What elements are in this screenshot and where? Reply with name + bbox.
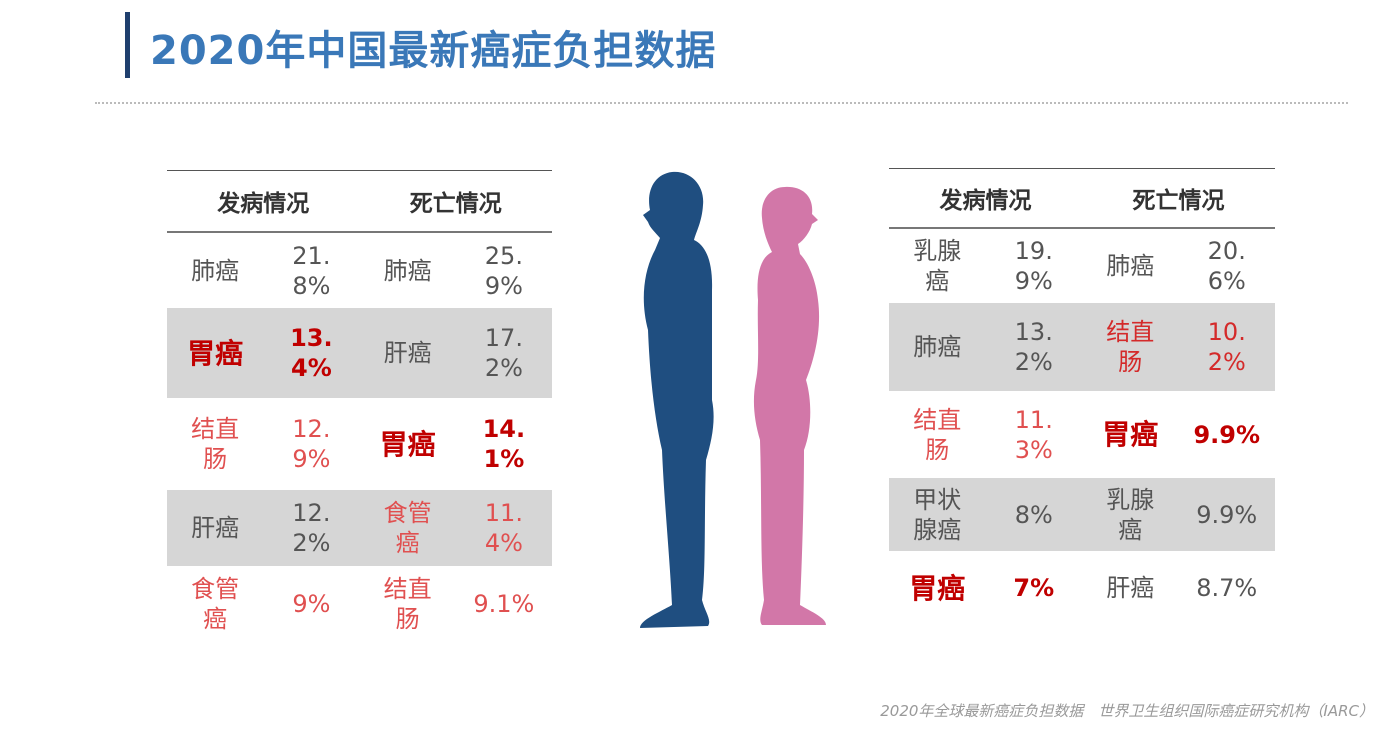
table-row: 肺癌 21.8% 肺癌 25.9% [167, 233, 552, 308]
table-cell: 乳腺癌 [1106, 485, 1155, 544]
table-body: 肺癌 21.8% 肺癌 25.9% 胃癌 13.4% 肝癌 17.2% 结直肠 12.9% 胃癌 14… [167, 233, 552, 641]
cancer-table: 发病情况 死亡情况肺癌 21.8% 肺癌 25.9% 胃癌 13.4% 肝癌 17.2% 结直肠 1… [167, 170, 552, 641]
table-row: 结直肠 11.3% 胃癌 9.9% [889, 391, 1275, 478]
column-header: 死亡情况 [1132, 188, 1225, 214]
table-cell: 食管癌 [191, 574, 240, 633]
table-cell: 12.9% [292, 415, 331, 473]
table-cell: 12.2% [292, 499, 331, 557]
table-cell: 肝癌 [191, 514, 240, 542]
table-row: 胃癌 7% 肝癌 8.7% [889, 551, 1275, 625]
table-cell: 肺癌 [383, 256, 432, 285]
male-silhouette [640, 171, 714, 628]
table-cell: 结直肠 [1106, 318, 1155, 376]
table-cell: 19.9% [1014, 237, 1053, 295]
table-cell: 11.4% [484, 499, 523, 557]
header-row: 发病情况 死亡情况 [167, 171, 552, 233]
table-cell: 乳腺癌 [913, 237, 962, 295]
table-cell: 9% [292, 589, 331, 618]
table-cell: 食管癌 [383, 499, 432, 557]
table-cell: 8% [1014, 500, 1053, 529]
table-cell: 肝癌 [383, 339, 432, 367]
table-cell: 胃癌 [1102, 418, 1159, 451]
table-row: 食管癌 9% 结直肠 9.1% [167, 566, 552, 641]
table-cell: 25.9% [484, 241, 523, 300]
table-cell: 21.8% [292, 241, 331, 300]
table-cell: 14.1% [482, 415, 526, 473]
table-row: 肺癌 13.2% 结直肠 10.2% [889, 303, 1275, 391]
table-cell: 甲状腺癌 [913, 485, 962, 544]
table-cell: 13.4% [290, 324, 333, 382]
table-cell: 结直肠 [191, 415, 240, 473]
table-cell: 胃癌 [379, 427, 436, 461]
column-header: 发病情况 [217, 191, 310, 217]
table-cell: 肺癌 [913, 333, 962, 361]
table-row: 甲状腺癌 8% 乳腺癌 9.9% [889, 478, 1275, 551]
table-body: 乳腺癌 19.9% 肺癌 20.6% 肺癌 13.2% 结直肠 10.2% 结直肠 11.3% 胃癌… [889, 229, 1275, 625]
table-cell: 9.9% [1196, 500, 1258, 529]
table-cell: 8.7% [1196, 574, 1258, 602]
table-cell: 9.1% [473, 589, 535, 618]
table-row: 胃癌 13.4% 肝癌 17.2% [167, 308, 552, 398]
table-cell: 肝癌 [1106, 574, 1155, 602]
table-cell: 胃癌 [187, 336, 244, 370]
divider [95, 102, 1348, 104]
table-cell: 17.2% [484, 324, 523, 382]
table-cell: 11.3% [1014, 405, 1053, 464]
title: 2020年中国最新癌症负担数据 [150, 28, 717, 74]
table-row: 肝癌 12.2% 食管癌 11.4% [167, 490, 552, 566]
female-silhouette [753, 186, 826, 626]
column-header: 死亡情况 [409, 191, 502, 217]
table-cell: 13.2% [1014, 318, 1053, 376]
table-cell: 肺癌 [191, 256, 240, 285]
table-cell: 肺癌 [1106, 252, 1155, 280]
table-cell: 7% [1013, 574, 1055, 602]
table-cell: 10.2% [1207, 318, 1246, 376]
cancer-table: 发病情况 死亡情况乳腺癌 19.9% 肺癌 20.6% 肺癌 13.2% 结直肠 10.2% 结直… [889, 168, 1275, 625]
column-header: 发病情况 [939, 188, 1032, 214]
table-cell: 9.9% [1193, 420, 1261, 449]
table-cell: 结直肠 [913, 405, 962, 464]
table-row: 乳腺癌 19.9% 肺癌 20.6% [889, 229, 1275, 303]
table-row: 结直肠 12.9% 胃癌 14.1% [167, 398, 552, 490]
header-row: 发病情况 死亡情况 [889, 169, 1275, 229]
table-cell: 20.6% [1207, 237, 1246, 295]
source-note: 2020年全球最新癌症负担数据 世界卫生组织国际癌症研究机构（IARC） [880, 702, 1374, 720]
title-bar [125, 12, 130, 78]
table-cell: 结直肠 [383, 574, 432, 633]
table-cell: 胃癌 [909, 571, 966, 605]
